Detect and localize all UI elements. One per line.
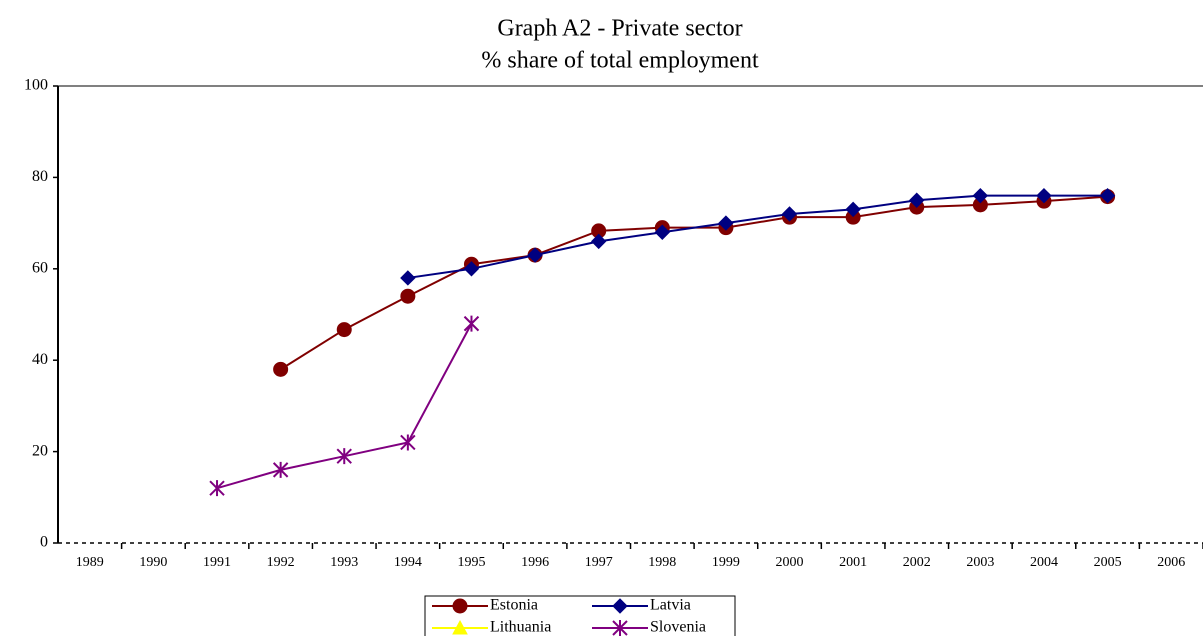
- y-tick-label: 80: [32, 168, 48, 185]
- marker: [273, 361, 289, 377]
- marker: [463, 261, 480, 277]
- x-tick-label: 1990: [139, 555, 167, 570]
- y-tick-label: 0: [40, 534, 48, 551]
- x-tick-label: 1994: [394, 555, 422, 570]
- legend-item: Slovenia: [592, 619, 706, 636]
- x-tick-label: 2000: [776, 555, 804, 570]
- y-tick-label: 60: [32, 259, 48, 276]
- marker: [463, 315, 480, 332]
- x-tick-label: 2005: [1094, 555, 1122, 570]
- chart-title: Graph A2 - Private sector: [497, 16, 742, 42]
- x-tick-label: 2001: [839, 555, 867, 570]
- legend-marker: [452, 619, 468, 635]
- marker: [527, 247, 543, 263]
- marker: [909, 192, 925, 208]
- marker: [718, 215, 734, 231]
- series-line: [407, 194, 1108, 279]
- marker: [272, 461, 289, 478]
- marker: [209, 480, 225, 497]
- legend-label: Latvia: [650, 597, 691, 614]
- x-tick-label: 2002: [903, 555, 931, 570]
- marker: [1036, 187, 1052, 204]
- legend-item: Latvia: [592, 597, 691, 614]
- marker: [590, 233, 607, 250]
- marker: [400, 434, 416, 451]
- x-tick-label: 1999: [712, 555, 740, 570]
- x-tick-label: 2003: [966, 555, 994, 570]
- x-tick-label: 2006: [1157, 555, 1185, 570]
- x-tick-label: 1991: [203, 555, 231, 570]
- marker: [972, 187, 989, 204]
- y-tick-label: 20: [32, 442, 48, 459]
- legend-marker: [612, 620, 628, 636]
- marker: [1099, 187, 1116, 204]
- x-tick-label: 1996: [521, 555, 549, 570]
- marker: [400, 288, 416, 304]
- x-tick-label: 1989: [76, 555, 104, 570]
- chart-subtitle: % share of total employment: [481, 48, 759, 74]
- x-tick-label: 1993: [330, 555, 358, 570]
- marker: [781, 206, 798, 222]
- legend-marker: [452, 598, 468, 614]
- legend-box: [424, 595, 736, 636]
- y-tick-label: 40: [32, 351, 48, 368]
- x-tick-label: 1998: [648, 555, 676, 570]
- x-tick-label: 1995: [457, 555, 485, 570]
- marker: [336, 322, 352, 338]
- series-line: [280, 195, 1108, 371]
- marker: [336, 448, 352, 465]
- marker: [400, 270, 416, 286]
- marker: [845, 201, 861, 218]
- y-tick-label: 100: [24, 77, 48, 94]
- x-tick-label: 2004: [1030, 555, 1058, 570]
- legend-label: Lithuania: [490, 619, 551, 636]
- x-tick-label: 1997: [585, 555, 613, 570]
- x-tick-label: 1992: [267, 555, 295, 570]
- marker: [654, 224, 671, 240]
- legend-marker: [612, 598, 628, 614]
- legend-item: Estonia: [432, 597, 538, 614]
- legend-item: Lithuania: [432, 619, 551, 636]
- legend-label: Slovenia: [650, 619, 706, 636]
- legend-label: Estonia: [490, 597, 538, 614]
